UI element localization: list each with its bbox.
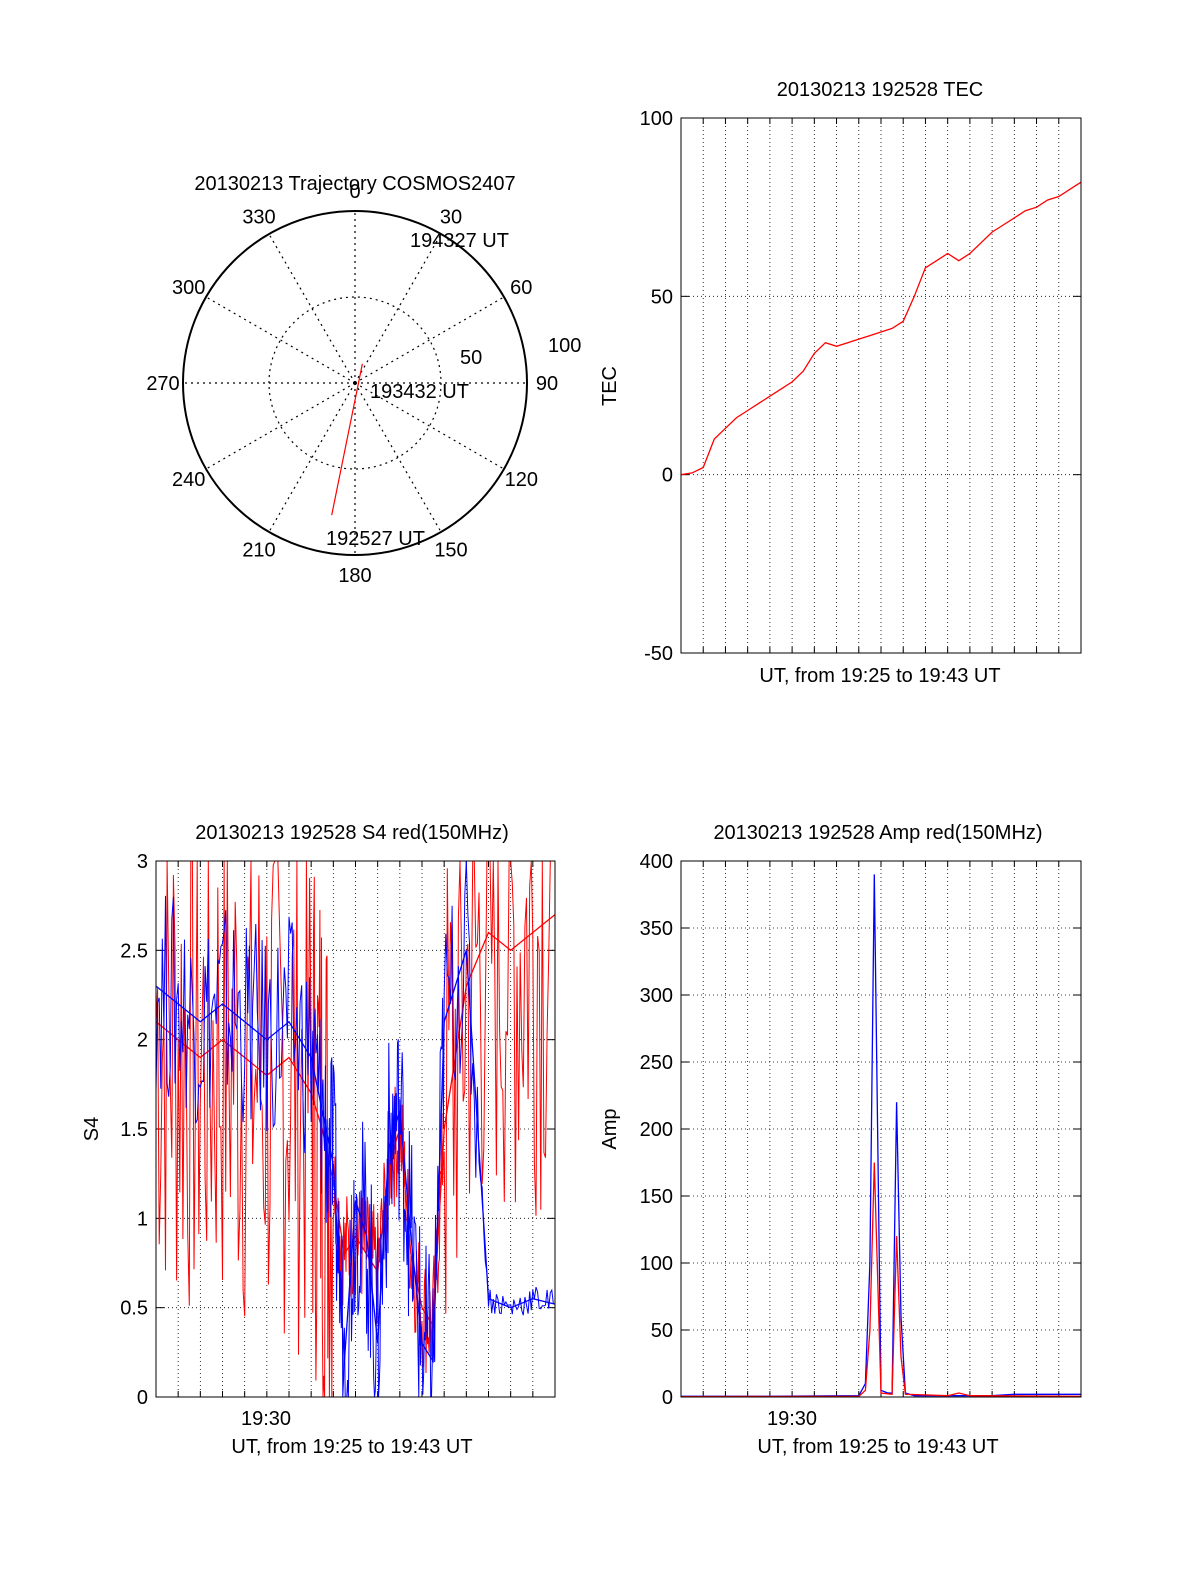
tec-title: 20130213 192528 TEC — [777, 79, 983, 101]
amp-plot-frame — [680, 860, 1082, 1398]
amp-y-label: Amp — [599, 1108, 621, 1149]
s4-y-tick-label: 0 — [137, 1387, 148, 1409]
polar-spoke — [268, 233, 356, 384]
polar-outer-circle — [182, 210, 528, 556]
polar-angle-labels: 0 30 60 90 120 150 180 210 240 270 300 330 — [146, 181, 558, 587]
s4-series-0-noise — [155, 860, 554, 1398]
amp-y-tick-label: 300 — [640, 985, 673, 1007]
s4-grid — [156, 860, 555, 1398]
tec-x-label: UT, from 19:25 to 19:43 UT — [759, 665, 1000, 687]
polar-angle-label: 240 — [172, 469, 205, 491]
amp-chart: 20130213 192528 Amp red(150MHz) 0 50 100 15… — [599, 822, 1082, 1458]
polar-spoke — [354, 382, 505, 470]
tec-grid — [681, 117, 1081, 654]
track-peak-label: 193432 UT — [370, 381, 469, 403]
tec-series-line — [680, 181, 1082, 476]
amp-y-tick-labels: 0 50 100 150 200 250 300 350 400 — [640, 851, 673, 1409]
s4-x-tick-1930: 19:30 — [241, 1408, 291, 1430]
polar-title: 20130213 Trajectory COSMOS2407 — [194, 173, 515, 195]
polar-angle-label: 0 — [349, 181, 360, 203]
amp-y-tick-label: 250 — [640, 1052, 673, 1074]
polar-spoke — [268, 382, 356, 533]
satellite-track-line — [331, 363, 363, 516]
s4-series-1-noise — [155, 860, 554, 1398]
tec-y-tick-label: 100 — [640, 108, 673, 130]
amp-y-tick-label: 0 — [662, 1387, 673, 1409]
amp-y-tick-label: 350 — [640, 918, 673, 940]
polar-angle-label: 150 — [434, 539, 467, 561]
polar-angle-label: 60 — [510, 277, 532, 299]
trajectory-polar-plot: 20130213 Trajectory COSMOS2407 0 30 60 90 12… — [146, 173, 581, 587]
amp-title: 20130213 192528 Amp red(150MHz) — [713, 822, 1042, 844]
amp-y-tick-label: 400 — [640, 851, 673, 873]
tec-y-tick-label: -50 — [644, 643, 673, 665]
s4-y-tick-labels: 0 0.5 1 1.5 2 2.5 3 — [120, 851, 148, 1409]
s4-y-label: S4 — [81, 1117, 103, 1141]
tec-y-tick-labels: -50 0 50 100 — [640, 108, 673, 665]
polar-radial-label-50: 50 — [460, 347, 482, 369]
polar-grid — [182, 210, 528, 556]
polar-spoke — [354, 296, 505, 384]
s4-series-1 — [155, 950, 556, 1364]
s4-y-tick-label: 3 — [137, 851, 148, 873]
polar-angle-label: 330 — [242, 207, 275, 229]
s4-y-tick-label: 2.5 — [120, 940, 148, 962]
amp-x-label: UT, from 19:25 to 19:43 UT — [757, 1436, 998, 1458]
polar-angle-label: 30 — [440, 207, 462, 229]
s4-plot-frame — [155, 860, 556, 1398]
polar-angle-label: 180 — [338, 565, 371, 587]
s4-title: 20130213 192528 S4 red(150MHz) — [195, 822, 509, 844]
polar-angle-label: 210 — [242, 539, 275, 561]
s4-y-tick-label: 1 — [137, 1208, 148, 1230]
polar-spoke — [205, 382, 356, 470]
polar-angle-label: 90 — [536, 373, 558, 395]
s4-chart: 20130213 192528 S4 red(150MHz) 0 0.5 1 1.5 2… — [81, 822, 556, 1458]
amp-x-tick-1930: 19:30 — [767, 1408, 817, 1430]
polar-angle-label: 270 — [146, 373, 179, 395]
tec-y-tick-label: 0 — [662, 465, 673, 487]
amp-y-tick-label: 50 — [651, 1320, 673, 1342]
amp-y-tick-label: 150 — [640, 1186, 673, 1208]
polar-angle-label: 120 — [505, 469, 538, 491]
track-start-label: 192527 UT — [326, 528, 425, 550]
amp-series-1 — [680, 1162, 1082, 1398]
amp-grid — [681, 860, 1081, 1398]
amp-y-tick-label: 200 — [640, 1119, 673, 1141]
polar-radial-label-100: 100 — [548, 335, 581, 357]
amp-series-lines — [680, 874, 1082, 1398]
tec-y-tick-label: 50 — [651, 286, 673, 308]
track-end-label: 194327 UT — [410, 230, 509, 252]
polar-spoke — [354, 382, 442, 533]
polar-spoke — [354, 233, 442, 384]
s4-y-tick-label: 2 — [137, 1030, 148, 1052]
s4-x-label: UT, from 19:25 to 19:43 UT — [231, 1436, 472, 1458]
amp-series-0 — [681, 874, 1081, 1397]
tec-chart: 20130213 192528 TEC -50 0 50 100 TEC UT, fr… — [599, 79, 1082, 687]
s4-y-tick-label: 1.5 — [120, 1119, 148, 1141]
polar-angle-label: 300 — [172, 277, 205, 299]
amp-y-tick-label: 100 — [640, 1253, 673, 1275]
s4-series-lines — [155, 860, 556, 1398]
s4-y-tick-label: 0.5 — [120, 1298, 148, 1320]
polar-spoke — [205, 296, 356, 384]
tec-y-label: TEC — [599, 366, 621, 406]
tec-plot-frame — [680, 117, 1082, 654]
